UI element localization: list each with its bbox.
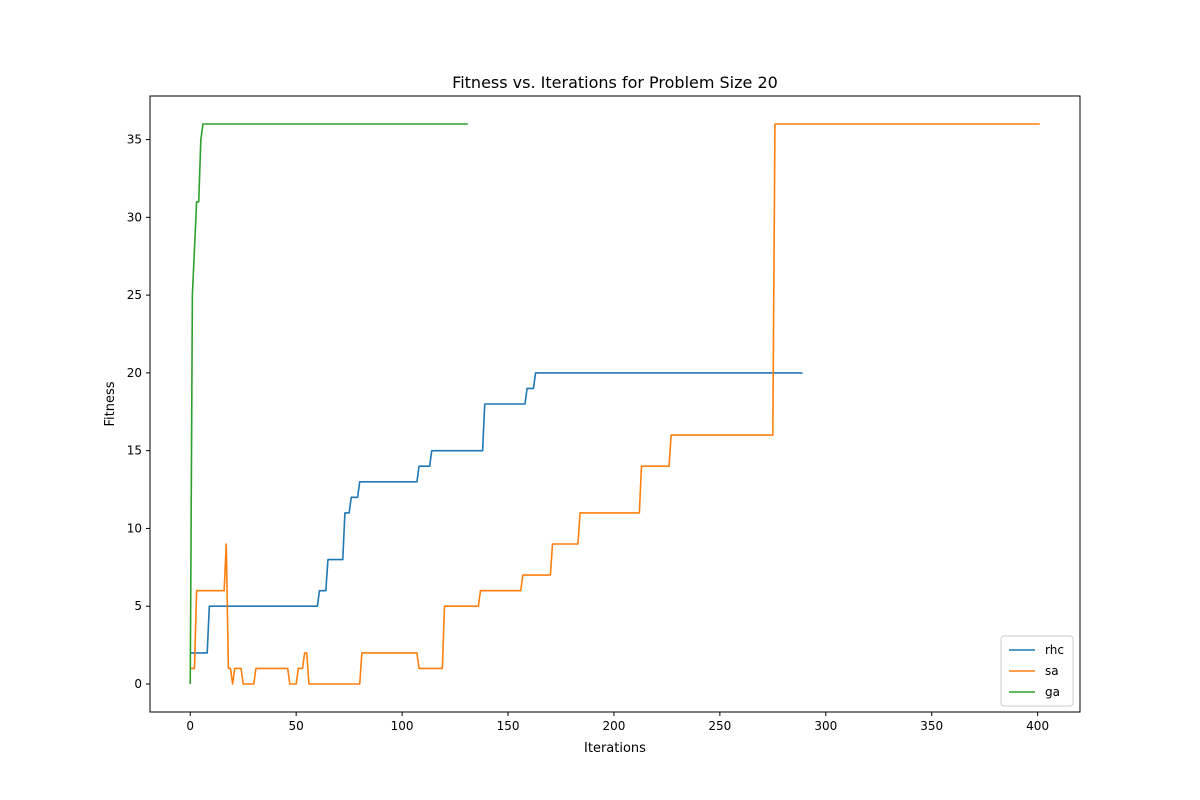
y-axis-label: Fitness	[103, 381, 118, 426]
legend-label-sa: sa	[1045, 664, 1059, 678]
plot-area: 0 50 100 150 200 250 300 350 400 0 5 10 15 20 25 30 35	[127, 95, 1081, 733]
y-tick-label: 35	[127, 133, 142, 147]
x-tick-label: 150	[497, 719, 520, 733]
x-tick-label: 50	[289, 719, 304, 733]
series-line-sa	[190, 123, 1040, 685]
legend-label-rhc: rhc	[1045, 643, 1064, 657]
y-tick-label: 0	[134, 677, 142, 691]
y-tick-label: 10	[127, 521, 142, 535]
legend: rhc sa ga	[1000, 635, 1074, 707]
x-tick-label: 250	[708, 719, 731, 733]
x-tick-label: 300	[814, 719, 837, 733]
x-tick-label: 100	[391, 719, 414, 733]
y-axis: 0 5 10 15 20 25 30 35	[127, 133, 150, 691]
x-tick-label: 200	[602, 719, 625, 733]
y-tick-label: 25	[127, 288, 142, 302]
x-tick-label: 350	[920, 719, 943, 733]
x-tick-label: 0	[186, 719, 194, 733]
legend-box	[1000, 635, 1074, 707]
series-line-rhc	[190, 372, 803, 654]
plot-frame	[149, 95, 1081, 713]
y-tick-label: 5	[134, 599, 142, 613]
x-axis: 0 50 100 150 200 250 300 350 400	[186, 712, 1049, 733]
x-axis-label: Iterations	[584, 741, 646, 756]
y-tick-label: 30	[127, 210, 142, 224]
chart-title: Fitness vs. Iterations for Problem Size …	[452, 73, 778, 92]
y-tick-label: 15	[127, 444, 142, 458]
legend-label-ga: ga	[1045, 685, 1060, 699]
series-line-ga	[189, 123, 468, 685]
y-tick-label: 20	[127, 366, 142, 380]
series-layer	[189, 123, 1040, 685]
x-tick-label: 400	[1026, 719, 1049, 733]
